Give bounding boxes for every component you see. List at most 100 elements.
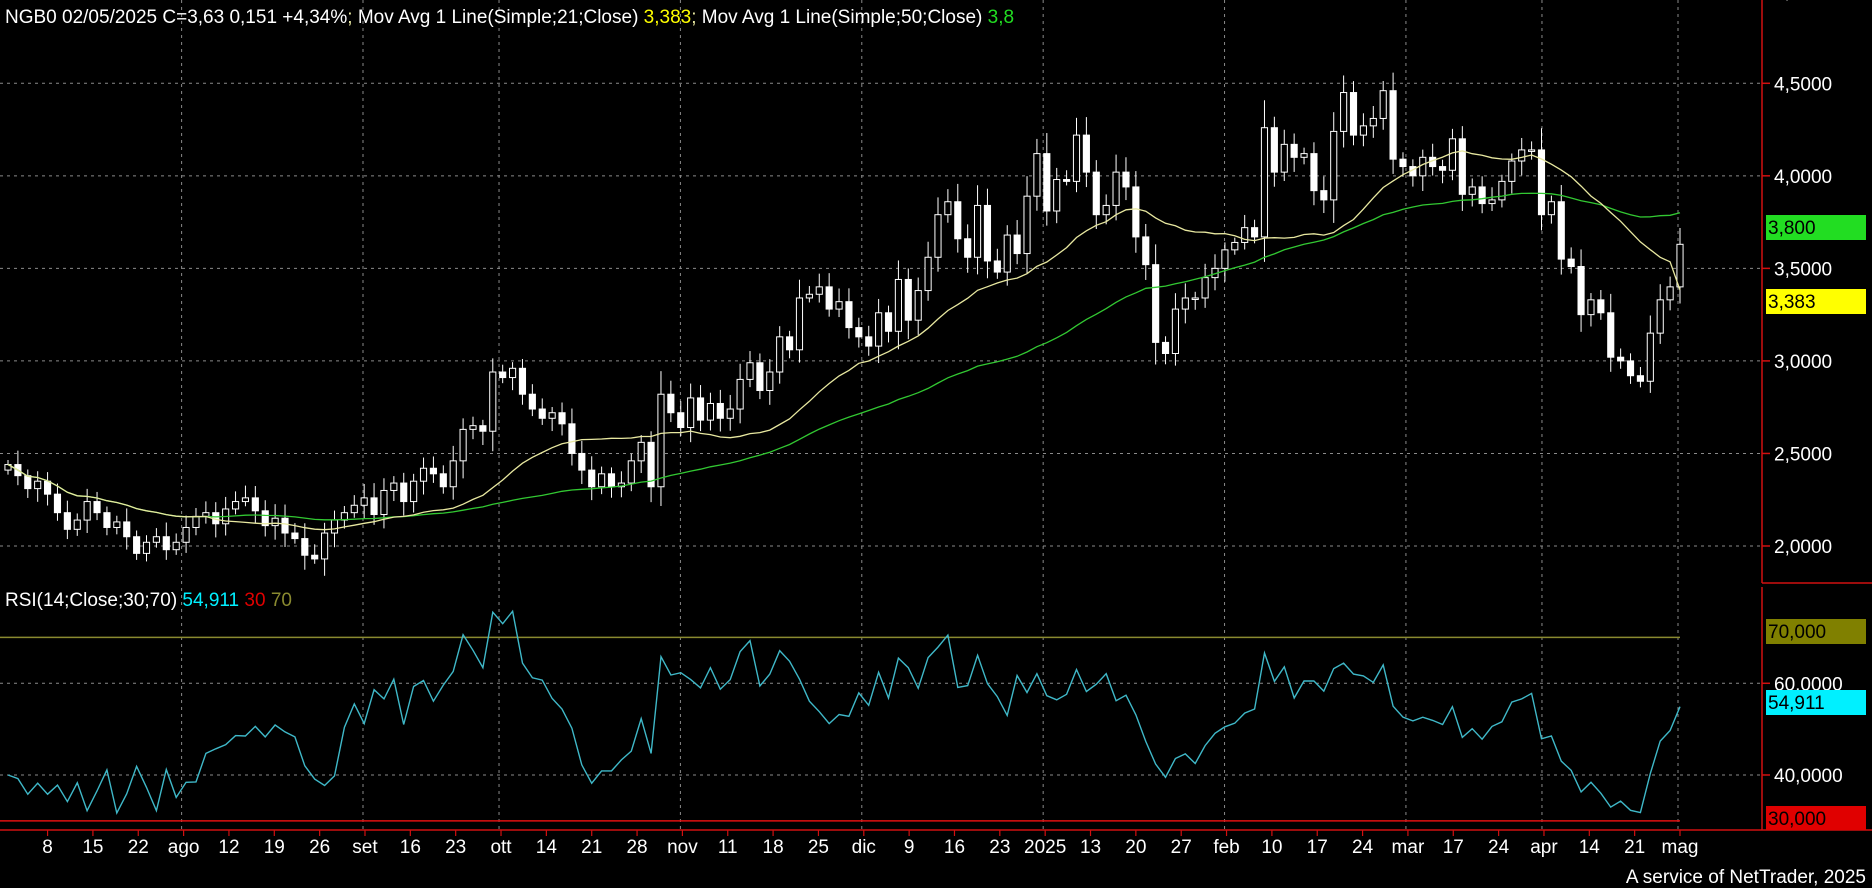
candle-body-down xyxy=(1122,171,1130,188)
candle-body-up xyxy=(746,362,754,380)
candle-body-down xyxy=(370,497,378,516)
rsi-value-tag-text: 54,911 xyxy=(1768,693,1825,714)
candle xyxy=(607,467,616,498)
candle xyxy=(588,456,596,501)
candle-body-down xyxy=(538,408,546,419)
candle xyxy=(1063,170,1071,186)
candle-body-down xyxy=(983,204,992,262)
candle-body-up xyxy=(321,532,329,560)
ma50-line xyxy=(7,192,1681,521)
candle xyxy=(736,363,744,424)
rsi-high-tag-text: 70,000 xyxy=(1768,622,1826,643)
candle-body-up xyxy=(973,204,982,258)
candle xyxy=(845,288,853,339)
candle xyxy=(321,522,329,576)
candle xyxy=(1171,293,1179,366)
candle xyxy=(1409,159,1417,187)
candle-body-up xyxy=(1587,299,1595,316)
time-gridlines xyxy=(181,0,1679,830)
instrument-summary: NGB0 02/05/2025 C=3,63 0,151 +4,34% xyxy=(5,7,347,28)
time-axis-labels: 8 15 22 ago 12 19 26 set 16 23 ott 14 21 28 nov 11 18 25 d… xyxy=(42,830,1698,858)
candle xyxy=(894,260,902,350)
time-tick-label: 23 xyxy=(445,837,466,858)
candle-body-down xyxy=(667,393,675,414)
candle xyxy=(390,476,398,502)
candle xyxy=(637,435,645,474)
candle xyxy=(1626,353,1635,384)
candle-body-up xyxy=(1468,186,1476,195)
ma21-line xyxy=(7,150,1681,531)
candle xyxy=(716,389,724,432)
candle-body-up xyxy=(449,460,457,488)
candle xyxy=(1419,149,1427,191)
candle-body-up xyxy=(1528,149,1536,152)
candle xyxy=(1636,366,1644,388)
candle-body-up xyxy=(766,371,774,392)
candle-body-up xyxy=(805,293,813,299)
candle xyxy=(687,383,695,443)
candle xyxy=(1498,174,1506,208)
candle-body-down xyxy=(1082,134,1090,173)
candle-body-down xyxy=(251,497,259,512)
candle xyxy=(934,197,942,272)
time-tick-label: 8 xyxy=(42,837,53,858)
candle-body-down xyxy=(578,452,586,471)
candle-body-down xyxy=(301,538,309,556)
candle xyxy=(469,416,477,440)
candle-body-up xyxy=(875,312,883,347)
candle xyxy=(172,533,180,555)
candle-body-up xyxy=(73,519,81,530)
time-tick-label: 26 xyxy=(309,837,330,858)
candle xyxy=(340,506,348,529)
candle-body-down xyxy=(825,286,833,310)
price-tick-label: 2,5000 xyxy=(1774,444,1832,465)
time-tick-label: mag xyxy=(1662,837,1699,858)
candle xyxy=(152,528,160,548)
candle-body-up xyxy=(1102,204,1110,216)
candle-body-up xyxy=(350,504,358,514)
candle xyxy=(103,506,111,536)
candle xyxy=(509,362,517,391)
candle-body-up xyxy=(1112,171,1120,206)
candle-body-down xyxy=(261,510,269,527)
candle-body-down xyxy=(647,441,655,488)
candle-body-down xyxy=(1063,179,1071,182)
candle-body-up xyxy=(113,521,121,528)
candle xyxy=(1557,185,1565,275)
candle-body-down xyxy=(1320,190,1328,201)
candle xyxy=(1132,171,1140,253)
candle xyxy=(568,408,576,466)
candle xyxy=(1448,128,1457,181)
candle-body-up xyxy=(1508,160,1516,182)
candle-body-down xyxy=(716,402,724,419)
candle xyxy=(499,364,507,384)
candle xyxy=(667,380,675,423)
time-tick-label: nov xyxy=(667,837,698,858)
candle-body-up xyxy=(142,541,151,554)
candle-body-up xyxy=(924,256,932,292)
candle-body-up xyxy=(1191,297,1199,300)
candle xyxy=(538,398,546,425)
candle xyxy=(1547,195,1555,224)
time-tick-label: 15 xyxy=(82,837,103,858)
candle xyxy=(1013,220,1021,265)
candle-body-up xyxy=(1448,138,1457,171)
candle xyxy=(1280,129,1288,182)
candle xyxy=(123,508,131,550)
candle-body-up xyxy=(489,371,497,432)
candle-body-up xyxy=(934,214,942,258)
candle-body-down xyxy=(103,512,111,528)
candle-body-up xyxy=(637,441,645,462)
candle-body-up xyxy=(360,497,368,506)
candle xyxy=(1290,133,1298,172)
candle xyxy=(400,472,408,516)
candle xyxy=(1567,247,1575,274)
candle xyxy=(1033,138,1041,211)
candle-body-down xyxy=(1617,356,1625,362)
candle-body-up xyxy=(548,412,556,419)
rsi-low-tag: 30,000 xyxy=(1766,806,1866,830)
candle xyxy=(1221,242,1229,282)
candle-body-down xyxy=(311,554,319,560)
candle xyxy=(954,183,962,253)
candle-body-up xyxy=(1330,130,1338,201)
